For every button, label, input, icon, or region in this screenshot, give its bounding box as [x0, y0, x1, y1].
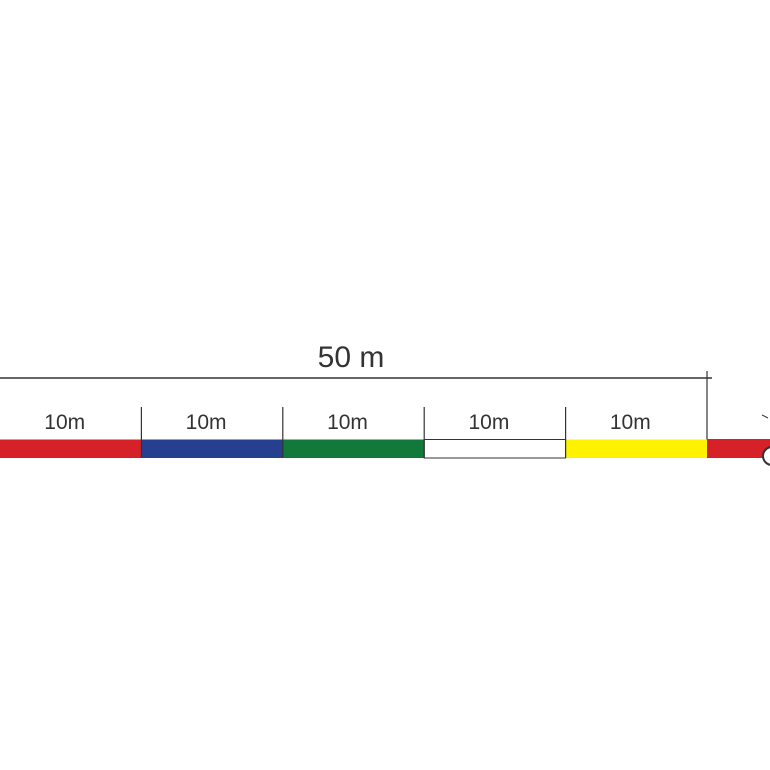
segment-length-label: 10m [186, 411, 227, 434]
segment-1 [0, 439, 142, 458]
segment-length-label: 10m [468, 411, 509, 434]
segment-3 [282, 439, 425, 458]
segment-4 [423, 439, 567, 459]
segment-length-label: 10m [327, 411, 368, 434]
total-length-label: 50 m [318, 341, 385, 374]
swivel-ring-icon [762, 446, 770, 466]
segment-2 [141, 439, 283, 458]
swivel-line [761, 414, 769, 419]
segment-length-label: 10m [44, 411, 85, 434]
tail-segment [707, 439, 770, 458]
segment-length-label: 10m [610, 411, 651, 434]
segment-5 [565, 439, 707, 458]
